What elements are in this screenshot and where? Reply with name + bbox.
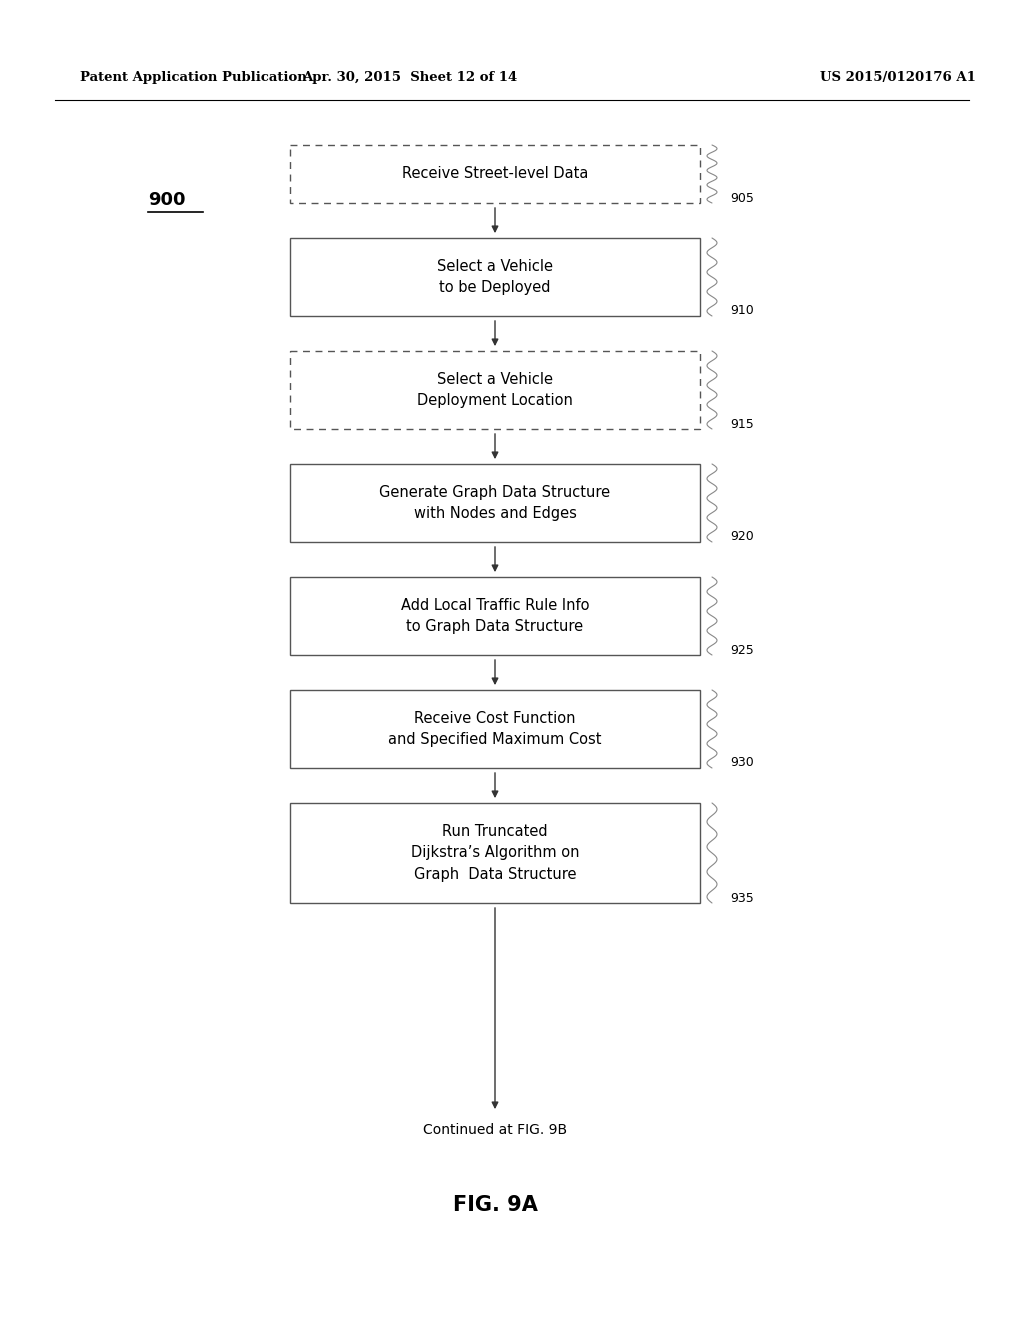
Text: 910: 910 xyxy=(730,305,754,318)
FancyBboxPatch shape xyxy=(290,690,700,768)
Text: 915: 915 xyxy=(730,417,754,430)
FancyBboxPatch shape xyxy=(290,803,700,903)
FancyBboxPatch shape xyxy=(290,238,700,315)
Text: Run Truncated
Dijkstra’s Algorithm on
Graph  Data Structure: Run Truncated Dijkstra’s Algorithm on Gr… xyxy=(411,825,580,882)
Text: 905: 905 xyxy=(730,191,754,205)
Text: 935: 935 xyxy=(730,891,754,904)
Text: 920: 920 xyxy=(730,531,754,544)
FancyBboxPatch shape xyxy=(290,351,700,429)
Text: Select a Vehicle
Deployment Location: Select a Vehicle Deployment Location xyxy=(417,372,573,408)
Text: 925: 925 xyxy=(730,644,754,656)
Text: FIG. 9A: FIG. 9A xyxy=(453,1195,538,1214)
FancyBboxPatch shape xyxy=(290,577,700,655)
Text: Receive Cost Function
and Specified Maximum Cost: Receive Cost Function and Specified Maxi… xyxy=(388,711,602,747)
FancyBboxPatch shape xyxy=(290,465,700,543)
Text: 900: 900 xyxy=(148,191,185,209)
Text: Continued at FIG. 9B: Continued at FIG. 9B xyxy=(423,1123,567,1137)
Text: 930: 930 xyxy=(730,756,754,770)
Text: Add Local Traffic Rule Info
to Graph Data Structure: Add Local Traffic Rule Info to Graph Dat… xyxy=(400,598,589,634)
Text: Patent Application Publication: Patent Application Publication xyxy=(80,71,307,84)
Text: US 2015/0120176 A1: US 2015/0120176 A1 xyxy=(820,71,976,84)
FancyBboxPatch shape xyxy=(290,145,700,203)
Text: Apr. 30, 2015  Sheet 12 of 14: Apr. 30, 2015 Sheet 12 of 14 xyxy=(302,71,517,84)
Text: Generate Graph Data Structure
with Nodes and Edges: Generate Graph Data Structure with Nodes… xyxy=(380,484,610,521)
Text: Select a Vehicle
to be Deployed: Select a Vehicle to be Deployed xyxy=(437,259,553,294)
Text: Receive Street-level Data: Receive Street-level Data xyxy=(401,166,588,181)
